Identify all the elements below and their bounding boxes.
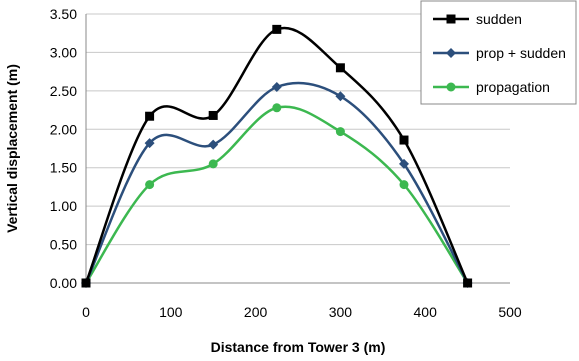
y-tick-label: 3.50 [50,6,77,22]
data-point-propagation [272,103,282,113]
axes [85,14,510,284]
data-point-prop-sudden [271,82,282,93]
data-point-sudden [208,110,218,120]
series-line-prop-sudden [84,81,469,284]
x-tick-label: 400 [414,304,438,320]
data-point-prop-sudden [335,91,346,102]
y-tick-label: 0.00 [50,275,77,291]
y-tick-label: 1.50 [50,160,77,176]
legend: sudden prop + sudden propagation [420,0,577,105]
legend-label-prop-sudden: prop + sudden [476,45,566,61]
legend-label-sudden: sudden [476,11,522,27]
x-tick-label: 500 [498,304,522,320]
data-point-sudden [145,111,155,121]
x-tick-label: 0 [82,304,90,320]
legend-item-prop-sudden: prop + sudden [433,45,566,61]
legend-marker-prop-sudden [446,48,456,58]
x-axis-title: Distance from Tower 3 (m) [211,339,386,355]
tick-labels: 0.00 0.50 1.00 1.50 2.00 2.50 3.00 3.50 0 100 200 3… [50,6,522,320]
y-axis-title: Vertical displacement (m) [4,64,20,233]
grid [86,13,510,246]
data-point-sudden [81,278,91,288]
legend-marker-propagation [446,82,456,92]
x-tick-label: 200 [244,304,268,320]
series-group [81,24,473,288]
data-point-sudden [272,24,282,34]
data-point-prop-sudden [399,158,409,169]
series-prop-sudden [81,81,473,288]
data-point-propagation [399,180,409,190]
legend-item-propagation: propagation [433,79,550,95]
data-point-prop-sudden [144,138,155,149]
data-point-sudden [463,278,473,288]
data-point-sudden [335,63,345,73]
data-point-propagation [335,127,345,137]
series-sudden [81,24,473,288]
y-tick-label: 3.00 [50,44,77,60]
data-point-prop-sudden [208,139,219,150]
legend-item-sudden: sudden [433,11,522,27]
data-point-propagation [145,180,155,190]
y-tick-label: 1.00 [50,198,77,214]
y-tick-label: 2.00 [50,121,77,137]
legend-marker-sudden [446,14,456,24]
data-point-propagation [208,159,218,169]
x-tick-label: 300 [329,304,353,320]
y-tick-label: 2.50 [50,83,77,99]
legend-label-propagation: propagation [476,79,550,95]
series-line-propagation [84,105,469,284]
y-tick-label: 0.50 [50,237,77,253]
data-point-sudden [399,135,409,145]
x-tick-label: 100 [159,304,183,320]
